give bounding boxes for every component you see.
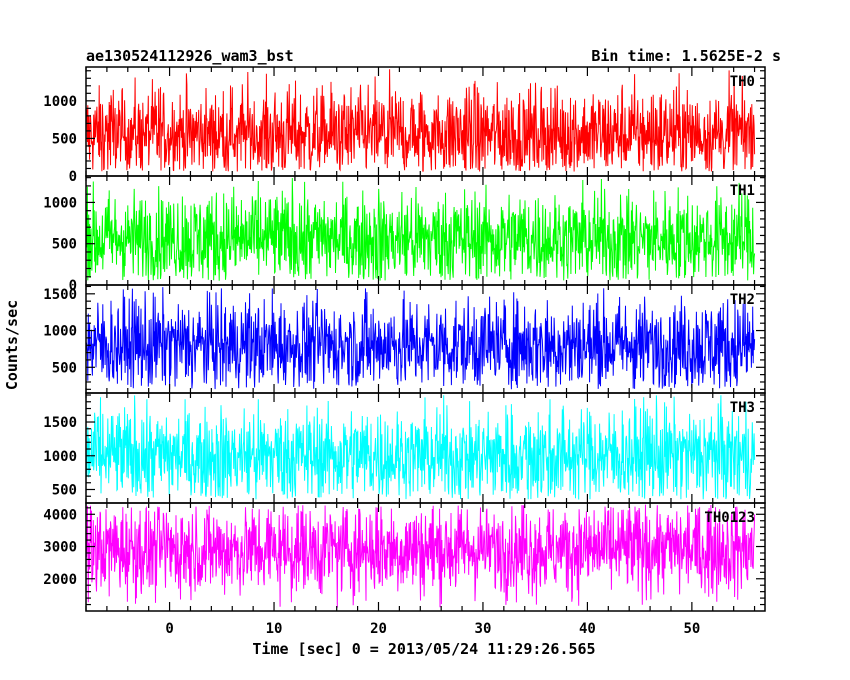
x-tick-label: 30 <box>475 621 492 637</box>
y-tick-label: 500 <box>52 237 77 253</box>
y-tick-label: 1000 <box>43 94 77 110</box>
y-tick-label: 1000 <box>43 195 77 211</box>
y-tick-label: 500 <box>52 360 77 376</box>
y-tick-label: 4000 <box>43 507 77 523</box>
y-tick-label: 500 <box>52 131 77 147</box>
x-tick-label: 20 <box>370 621 387 637</box>
series-line-th3 <box>86 395 756 500</box>
x-tick-label: 0 <box>165 621 173 637</box>
y-tick-label: 2000 <box>43 572 77 588</box>
panel-label-th0: TH0 <box>730 74 755 90</box>
panel-label-th2: TH2 <box>730 292 755 308</box>
x-tick-label: 10 <box>266 621 283 637</box>
x-tick-label: 40 <box>579 621 596 637</box>
panel-label-th1: TH1 <box>730 183 755 199</box>
chart-title: ae130524112926_wam3_bst <box>86 47 294 65</box>
panel-label-th3: TH3 <box>730 400 755 416</box>
panel-label-th0123: TH0123 <box>704 510 755 526</box>
y-tick-label: 1000 <box>43 324 77 340</box>
y-tick-label: 500 <box>52 483 77 499</box>
bin-time-label: Bin time: 1.5625E-2 s <box>591 47 781 65</box>
y-tick-label: 0 <box>69 278 77 294</box>
series-line-th0123 <box>86 504 756 608</box>
panels-group: 0 500 1000 TH0 0 500 1000 TH1 500 1000 1500 TH2 500 1… <box>43 66 766 612</box>
x-tick-label: 50 <box>683 621 700 637</box>
x-axis-label: Time [sec] 0 = 2013/05/24 11:29:26.565 <box>252 640 595 658</box>
series-line-th1 <box>86 177 756 281</box>
y-tick-label: 3000 <box>43 540 77 556</box>
series-line-th2 <box>86 287 756 390</box>
x-ticks-group: 0 10 20 30 40 50 <box>165 621 700 637</box>
y-tick-label: 1500 <box>43 415 77 431</box>
series-line-th0 <box>86 69 756 172</box>
y-tick-label: 1500 <box>43 287 77 303</box>
panel-frame-th0123 <box>85 502 766 612</box>
y-tick-label: 1000 <box>43 449 77 465</box>
y-axis-label: Counts/sec <box>3 300 21 390</box>
y-tick-label: 0 <box>69 169 77 185</box>
